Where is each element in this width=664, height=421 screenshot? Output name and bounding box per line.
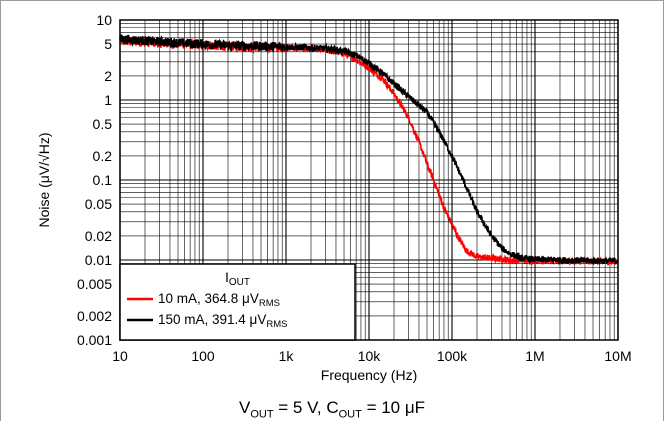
legend-entries: 10 mA, 364.8 μVRMS 150 mA, 391.4 μVRMS (127, 291, 287, 330)
y-tick-label: 0.001 (77, 332, 112, 348)
plot-border (119, 19, 619, 341)
y-axis-title: Noise (μV/√Hz) (36, 132, 52, 227)
y-tick-label: 10 (96, 12, 112, 28)
x-tick-label: 100k (437, 348, 468, 364)
x-tick-label: 10k (358, 348, 382, 364)
y-tick-label: 1 (104, 92, 112, 108)
y-tick-labels: 0.001 0.002 0.005 0.01 0.02 0.05 0.1 0.2 0.5 1 2 5 1… (77, 12, 112, 348)
x-axis-title: Frequency (Hz) (321, 367, 417, 383)
y-tick-label: 0.5 (93, 116, 113, 132)
legend-title: IOUT (225, 270, 250, 288)
x-tick-label: 10 (112, 348, 128, 364)
legend: IOUT 10 mA, 364.8 μVRMS 150 mA, 391.4 μVR… (119, 263, 356, 341)
legend-label: 150 mA, 391.4 μVRMS (158, 312, 287, 330)
y-tick-label: 2 (104, 68, 112, 84)
caption-v-label: V (238, 398, 251, 417)
x-tick-labels: 10 100 1k 10k 100k 1M 10M (112, 348, 631, 364)
legend-label: 10 mA, 364.8 μVRMS (158, 291, 280, 309)
y-tick-label: 0.01 (85, 252, 112, 268)
series-layer (119, 34, 619, 266)
caption-v-sub: OUT (250, 408, 274, 421)
series-line-150ma (119, 34, 619, 266)
x-tick-label: 1M (525, 348, 544, 364)
y-tick-label: 0.05 (85, 196, 112, 212)
y-tick-label: 0.1 (93, 172, 113, 188)
y-tick-label: 5 (104, 36, 112, 52)
legend-title-main: I (225, 270, 229, 285)
chart-caption: VOUT = 5 V, COUT = 10 μF (0, 398, 664, 420)
x-tick-label: 10M (604, 348, 631, 364)
y-tick-label: 0.002 (77, 308, 112, 324)
x-tick-label: 1k (279, 348, 295, 364)
caption-c-value: = 10 μF (361, 398, 426, 417)
caption-c-sub: OUT (338, 408, 362, 421)
legend-box (119, 263, 356, 341)
x-tick-label: 100 (191, 348, 215, 364)
y-tick-label: 0.02 (85, 228, 112, 244)
legend-title-sub: OUT (229, 277, 250, 288)
y-tick-label: 0.2 (93, 148, 113, 164)
y-tick-label: 0.005 (77, 276, 112, 292)
caption-v-value: = 5 V, C (273, 398, 339, 417)
